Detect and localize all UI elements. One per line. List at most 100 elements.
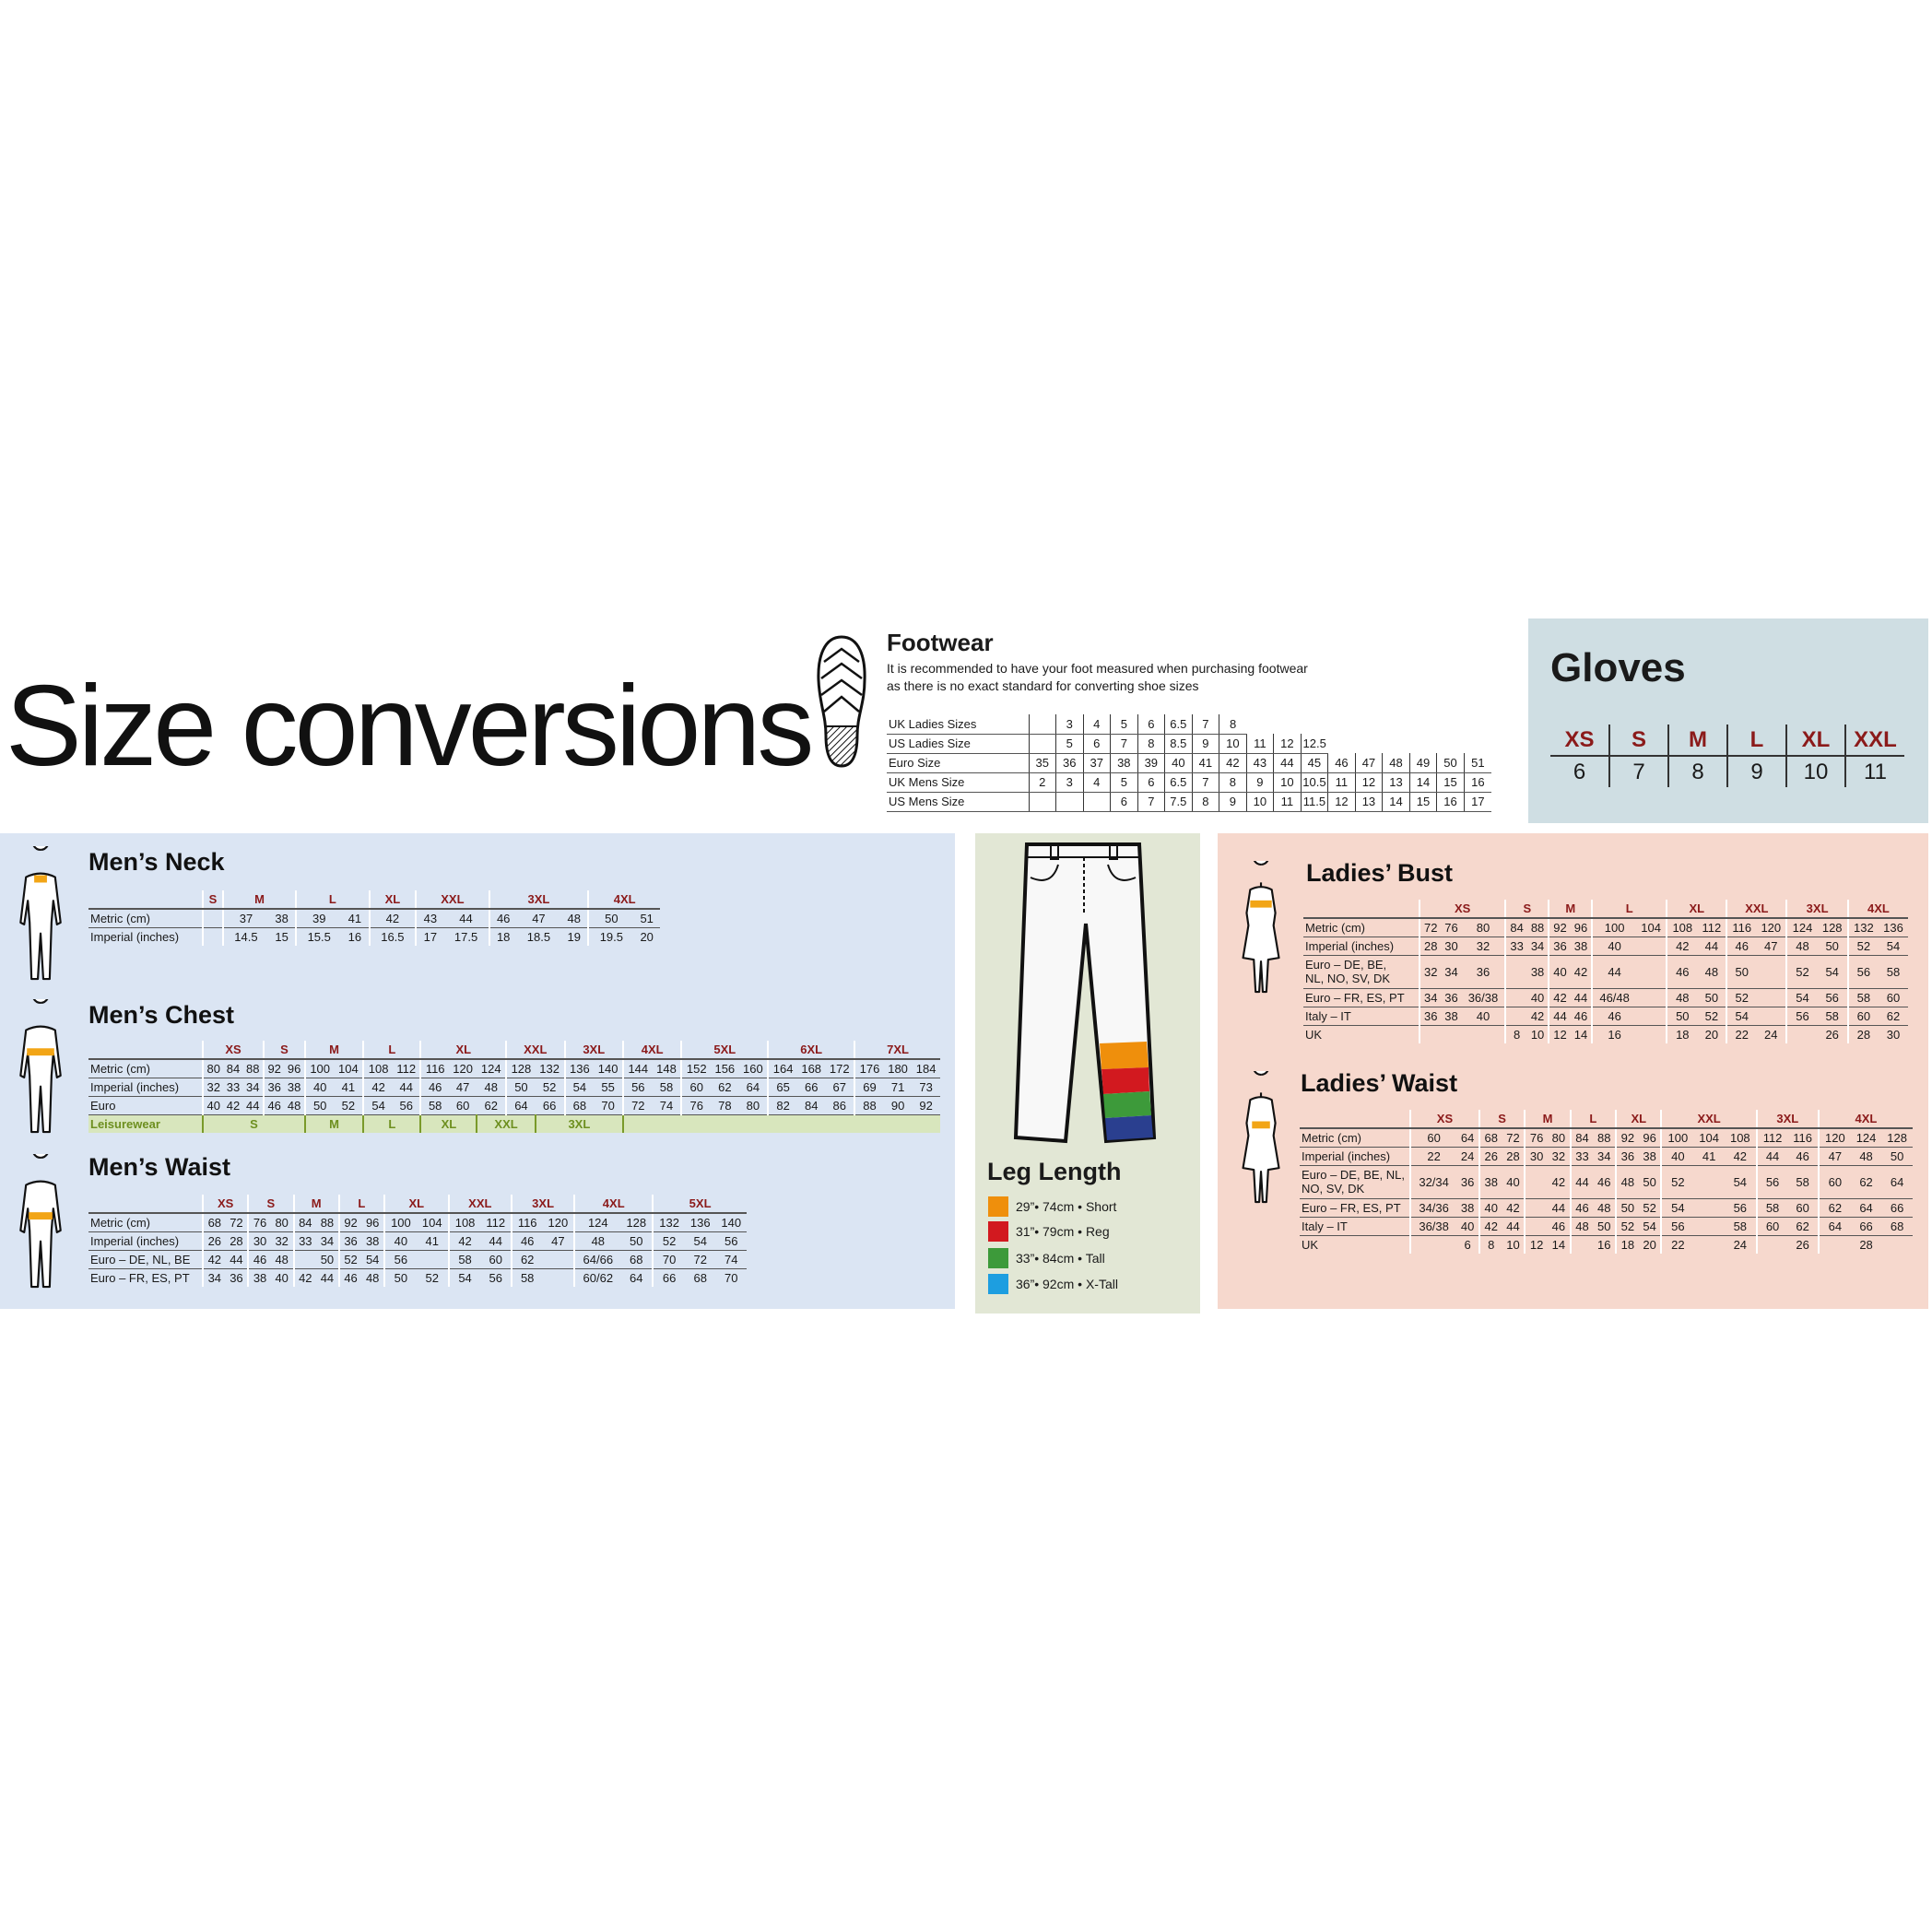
size-value: 62 xyxy=(1817,1198,1851,1218)
size-value: 40 xyxy=(303,1078,335,1097)
size-value: 44 xyxy=(1570,988,1593,1007)
size-value xyxy=(202,909,223,928)
size-value: 39 xyxy=(295,909,342,928)
size-value: 30 xyxy=(1441,937,1462,956)
shoe-size: 51 xyxy=(1463,753,1491,773)
size-value: 54 xyxy=(1817,955,1848,989)
size-value: 46 xyxy=(262,1096,285,1115)
mens-chest-title: Men’s Chest xyxy=(88,1001,235,1029)
size-value: 64 xyxy=(1850,1198,1882,1218)
size-value: 50 xyxy=(1697,988,1727,1007)
size-value: 108 xyxy=(1666,918,1698,937)
empty-cell xyxy=(1274,714,1302,734)
size-value: 132 xyxy=(535,1059,565,1078)
size-value: 56 xyxy=(621,1078,653,1097)
size-value: 176 xyxy=(854,1059,884,1078)
size-value: 128 xyxy=(1817,918,1848,937)
trousers-icon xyxy=(1013,842,1157,1144)
shoe-size: 16 xyxy=(1436,792,1465,812)
legend-label: 36”• 92cm • X-Tall xyxy=(1016,1277,1118,1291)
size-header: 3XL xyxy=(488,890,589,910)
leisurewear-row: Leisurewear S M L XL XXL 3XL xyxy=(88,1114,940,1133)
row-label: Metric (cm) xyxy=(88,1213,203,1232)
size-value: 88 xyxy=(242,1059,264,1078)
row-label: UK Ladies Sizes xyxy=(887,714,1029,735)
size-value: 160 xyxy=(738,1059,769,1078)
size-header: M xyxy=(1548,900,1593,919)
empty-cell xyxy=(1437,734,1465,753)
size-value xyxy=(1441,1025,1461,1043)
size-value: 56 xyxy=(715,1231,747,1251)
size-value: 17.5 xyxy=(454,929,478,944)
row-label: Euro – DE, BE, NL, NO, SV, DK xyxy=(1300,1165,1410,1199)
glove-value: 11 xyxy=(1844,756,1904,787)
size-header: XL xyxy=(383,1195,449,1214)
size-value: 88 xyxy=(316,1213,339,1232)
shoe-size: 3 xyxy=(1055,772,1084,793)
size-value: 52 xyxy=(1697,1007,1727,1026)
size-header: S xyxy=(247,1195,294,1214)
size-value: 20 xyxy=(1704,1027,1719,1042)
shoe-size xyxy=(1055,792,1084,812)
empty-cell xyxy=(1355,714,1383,734)
glove-size: S xyxy=(1608,724,1668,757)
size-value: 60 xyxy=(680,1078,712,1097)
table-row: Imperial (inches) 26 28 30 32 33 34 36 38 40 41 42 4… xyxy=(88,1231,747,1251)
header-corner xyxy=(1300,1110,1410,1129)
size-value: 14.5 xyxy=(221,927,268,946)
size-value: 84 xyxy=(1569,1128,1594,1148)
row-label: Euro – FR, ES, PT xyxy=(1300,1198,1410,1218)
size-value: 74 xyxy=(652,1096,682,1115)
size-value: 100 xyxy=(1660,1128,1694,1148)
size-value: 36 xyxy=(1615,1147,1639,1166)
shoe-size: 5 xyxy=(1110,714,1138,735)
size-header-row: XS S M L XL XXL 3XL 4XL xyxy=(1303,900,1908,919)
size-value: 42 xyxy=(368,909,417,928)
shoe-size xyxy=(1082,792,1111,812)
male-figure-chest-icon xyxy=(19,999,62,1134)
size-value: 24 xyxy=(1733,1237,1748,1252)
size-value xyxy=(1418,1025,1442,1043)
size-value: 58 xyxy=(419,1096,449,1115)
size-value: 50 xyxy=(1817,937,1848,956)
size-value: 44 xyxy=(225,1250,249,1269)
size-value: 48 xyxy=(1666,988,1698,1007)
shoe-size: 8 xyxy=(1191,792,1219,812)
size-value: 54 xyxy=(1879,937,1908,956)
shoe-size: 35 xyxy=(1028,753,1056,773)
size-value: 8 xyxy=(1504,1025,1527,1043)
shoe-size: 12.5 xyxy=(1300,734,1328,754)
size-value: 80 xyxy=(1461,918,1506,937)
shoe-size: 16 xyxy=(1463,772,1491,793)
size-value: 42 xyxy=(1478,1217,1502,1236)
size-value: 108 xyxy=(1724,1128,1757,1148)
size-value: 128 xyxy=(620,1213,654,1232)
size-value: 28 xyxy=(1846,1025,1879,1043)
size-value: 60 xyxy=(448,1096,477,1115)
size-value: 38 xyxy=(1526,955,1549,989)
size-value: 38 xyxy=(267,909,297,928)
size-value: 14 xyxy=(1551,1237,1566,1252)
size-value: 156 xyxy=(711,1059,739,1078)
size-value: 30 xyxy=(1886,1027,1901,1042)
size-header: M xyxy=(303,1041,364,1060)
size-value: 86 xyxy=(825,1096,855,1115)
size-value: 51 xyxy=(633,909,660,928)
size-value: 116 xyxy=(510,1213,543,1232)
size-value xyxy=(1636,937,1667,956)
size-value: 42 xyxy=(1548,988,1571,1007)
glove-value: 6 xyxy=(1573,759,1586,784)
size-value: 64 xyxy=(738,1078,769,1097)
size-header: XL xyxy=(1666,900,1727,919)
size-header: XL xyxy=(368,890,417,910)
size-value: 34 xyxy=(1526,937,1549,956)
table-row: Euro 40 42 44 46 48 50 52 54 56 58 60 62 64 66 68 70 72 74… xyxy=(88,1096,940,1115)
size-value: 104 xyxy=(334,1059,364,1078)
size-value: 104 xyxy=(416,1213,449,1232)
size-value: 144 xyxy=(621,1059,653,1078)
size-value: 43 xyxy=(415,909,444,928)
size-header: L xyxy=(1569,1110,1617,1129)
footwear-note: as there is no exact standard for conver… xyxy=(887,678,1199,693)
size-value: 62 xyxy=(510,1250,543,1269)
size-value: 54 xyxy=(447,1268,481,1287)
